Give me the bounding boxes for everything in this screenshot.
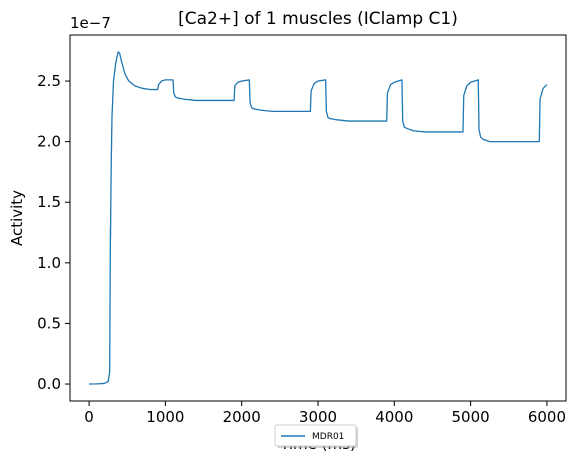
y-tick-label: 1.5 [37, 193, 61, 211]
legend-label-mdr01: MDR01 [312, 432, 344, 442]
y-tick-label: 0.5 [37, 314, 61, 332]
y-offset-label: 1e−7 [70, 14, 111, 32]
y-tick-label: 0.0 [37, 375, 61, 393]
legend-box [274, 424, 357, 447]
plot-frame [69, 34, 567, 402]
plot-lines [89, 51, 548, 385]
x-tick-label: 0 [84, 408, 94, 426]
x-tick-label: 6000 [528, 408, 566, 426]
legend: MDR01 [274, 424, 358, 448]
chart-title: [Ca2+] of 1 muscles (IClamp C1) [178, 9, 458, 29]
y-tick-label: 2.0 [37, 133, 61, 151]
axis-ticks: 0 1000 2000 3000 4000 5000 6000 0.0 0.5 1.0 1.5 2.0… [37, 72, 566, 426]
x-tick-label: 3000 [299, 408, 337, 426]
y-axis-label: Activity [8, 190, 26, 246]
y-tick-label: 1.0 [37, 254, 61, 272]
x-tick-label: 4000 [375, 408, 413, 426]
x-tick-label: 5000 [452, 408, 490, 426]
x-tick-label: 1000 [146, 408, 184, 426]
y-tick-label: 2.5 [37, 72, 61, 90]
x-tick-label: 2000 [223, 408, 261, 426]
series-line-mdr01 [89, 51, 548, 385]
